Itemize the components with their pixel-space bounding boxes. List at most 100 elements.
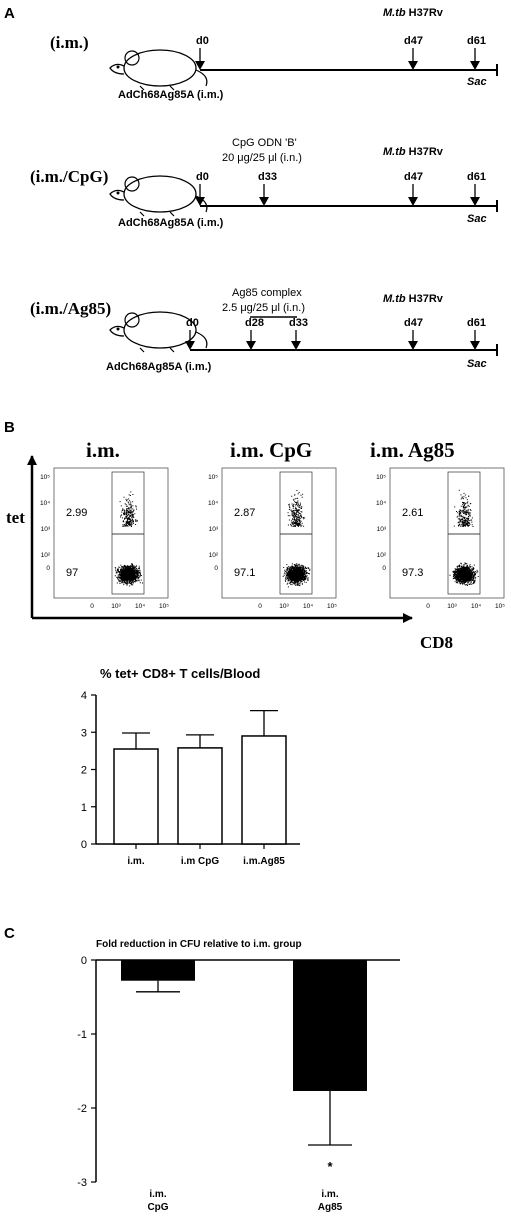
timepoint-d33: d33	[289, 317, 308, 350]
panel-a-label: A	[4, 5, 15, 22]
y-tick-label: -3	[77, 1177, 87, 1189]
timepoint-d33: d33	[258, 171, 277, 206]
flow-plot-title: i.m.	[86, 438, 120, 462]
flow-y-tick: 0	[382, 565, 386, 572]
flow-x-tick: 0	[258, 603, 262, 610]
flow-x-tick: 10⁴	[135, 603, 145, 610]
sac-label: Sac	[467, 358, 487, 370]
y-tick-label: 0	[81, 955, 87, 967]
panel-c-label: C	[4, 925, 15, 942]
flow-plot-im: i.m. 10⁵ 10⁴ 10³ 10² 0 0 10³ 10⁴ 10⁵ 2.99 97	[40, 438, 169, 610]
flow-y-tick: 0	[46, 565, 50, 572]
timepoint-d61: d61	[467, 35, 486, 70]
flow-x-tick: 0	[426, 603, 430, 610]
bar-chart-cfu-reduction: Fold reduction in CFU relative to i.m. g…	[77, 939, 400, 1213]
schedule-im-cpg: (i.m./CpG) AdCh68Ag85A (i.m.) CpG ODN 'B…	[30, 137, 498, 229]
flow-plot-title: i.m. Ag85	[370, 438, 455, 462]
bar	[113, 748, 159, 845]
flow-x-tick: 10⁵	[495, 603, 505, 610]
x-tick-label: i.m.	[321, 1189, 338, 1200]
flow-plot-title: i.m. CpG	[230, 438, 312, 462]
timepoint-d47: d47	[404, 171, 423, 206]
flow-x-tick: 10⁴	[303, 603, 313, 610]
flow-plot-im-cpg: i.m. CpG 10⁵ 10⁴ 10³ 10² 0 0 10³ 10⁴ 10⁵ 2.87 97.1	[208, 438, 337, 610]
gate-lower-percent: 97.1	[234, 567, 255, 579]
timepoint-d47: d47	[404, 317, 423, 350]
timepoint-d28: d28	[245, 317, 264, 350]
gate-lower	[111, 533, 145, 595]
flow-y-tick: 0	[214, 565, 218, 572]
schedule-im: (i.m.) AdCh68Ag85A (i.m.) M.tb H37Rv d0 …	[50, 7, 498, 101]
bar	[121, 960, 195, 981]
boost-label-1: CpG ODN 'B'	[232, 137, 297, 149]
group-label: (i.m.)	[50, 33, 89, 52]
challenge-label: M.tb H37Rv	[383, 293, 444, 305]
panel-c: C Fold reduction in CFU relative to i.m.…	[4, 925, 400, 1213]
flow-y-tick: 10⁵	[40, 474, 50, 481]
svg-text:d61: d61	[467, 317, 486, 329]
bar	[293, 960, 367, 1091]
flow-events	[449, 489, 479, 586]
flow-plot-im-ag85: i.m. Ag85 10⁵ 10⁴ 10³ 10² 0 0 10³ 10⁴ 10⁵ 2.61 97.…	[370, 438, 505, 610]
flow-x-tick: 10³	[279, 603, 289, 610]
flow-x-tick: 10³	[447, 603, 457, 610]
flow-y-tick: 10⁴	[208, 500, 218, 507]
svg-text:d61: d61	[467, 35, 486, 47]
y-tick-label: -2	[77, 1103, 87, 1115]
gate-upper-percent: 2.87	[234, 507, 255, 519]
vaccine-label: AdCh68Ag85A (i.m.)	[118, 217, 224, 229]
group-label: (i.m./Ag85)	[30, 299, 111, 318]
flow-plot-frame	[53, 467, 169, 599]
svg-text:d47: d47	[404, 317, 423, 329]
timepoint-d47: d47	[404, 35, 423, 70]
y-tick-label: 2	[81, 765, 87, 777]
gate-lower-percent: 97.3	[402, 567, 423, 579]
sac-label: Sac	[467, 213, 487, 225]
mouse-icon	[109, 49, 208, 91]
svg-text:d0: d0	[186, 317, 199, 329]
x-tick-label: i.m.Ag85	[243, 856, 285, 867]
flow-x-tick: 10⁴	[471, 603, 481, 610]
gate-lower	[279, 533, 313, 595]
svg-text:d28: d28	[245, 317, 264, 329]
cd8-axis-label: CD8	[420, 633, 453, 652]
vaccine-label: AdCh68Ag85A (i.m.)	[106, 361, 212, 373]
group-label: (i.m./CpG)	[30, 167, 108, 186]
sac-label: Sac	[467, 76, 487, 88]
flow-y-tick: 10³	[41, 526, 51, 533]
bar	[177, 747, 223, 845]
x-tick-label: i.m CpG	[181, 856, 220, 867]
timepoint-d0: d0	[195, 35, 209, 70]
y-tick-label: 0	[81, 839, 87, 851]
tet-axis-label: tet	[6, 508, 25, 527]
svg-text:d47: d47	[404, 35, 423, 47]
challenge-label: M.tb H37Rv	[383, 146, 444, 158]
chart-title: Fold reduction in CFU relative to i.m. g…	[96, 939, 302, 950]
svg-text:d61: d61	[467, 171, 486, 183]
boost-label-2: 2.5 μg/25 μl (i.n.)	[222, 302, 305, 314]
panel-b-label: B	[4, 419, 15, 436]
y-tick-label: 1	[81, 802, 87, 814]
gate-upper-percent: 2.61	[402, 507, 423, 519]
panel-a: A (i.m.) AdCh68Ag85A (i.m.) M.tb H37Rv d…	[4, 5, 498, 373]
flow-plot-frame	[221, 467, 337, 599]
flow-events	[282, 490, 311, 588]
timepoint-d0: d0	[195, 171, 209, 206]
flow-x-tick: 10⁵	[159, 603, 169, 610]
boost-label-1: Ag85 complex	[232, 287, 302, 299]
x-tick-label: Ag85	[318, 1202, 343, 1213]
panel-b: B tet CD8 i.m. 10⁵ 10⁴ 10³ 10² 0 0 10³ 10⁴ 10⁵ 2.…	[4, 419, 505, 867]
flow-y-tick: 10⁴	[376, 500, 386, 507]
timepoint-d0: d0	[185, 317, 199, 350]
gate-lower-percent: 97	[66, 567, 78, 579]
svg-text:d47: d47	[404, 171, 423, 183]
y-tick-label: -1	[77, 1029, 87, 1041]
flow-x-tick: 10³	[111, 603, 121, 610]
flow-y-tick: 10⁵	[208, 474, 218, 481]
flow-plot-frame	[389, 467, 505, 599]
flow-x-tick: 10⁵	[327, 603, 337, 610]
svg-text:d0: d0	[196, 171, 209, 183]
flow-y-tick: 10⁴	[40, 500, 50, 507]
boost-label-2: 20 μg/25 μl (i.n.)	[222, 152, 302, 164]
